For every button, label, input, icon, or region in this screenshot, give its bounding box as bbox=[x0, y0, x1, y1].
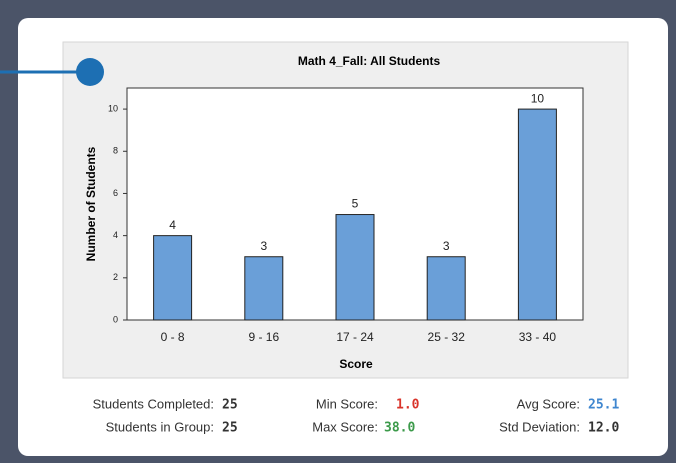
value-label: 3 bbox=[443, 239, 450, 253]
stat-value: 12.0 bbox=[588, 421, 619, 436]
stat-label: Students Completed: bbox=[93, 396, 214, 411]
bar bbox=[517, 108, 557, 321]
stat-label: Min Score: bbox=[316, 396, 378, 411]
bar bbox=[244, 256, 284, 321]
y-axis-label: Number of Students bbox=[84, 146, 98, 261]
y-tick-label: 4 bbox=[113, 230, 118, 240]
stat-value: 25 bbox=[222, 421, 238, 436]
callout-dot bbox=[76, 58, 104, 86]
stat-value: 25 bbox=[222, 398, 238, 413]
y-tick-label: 8 bbox=[113, 146, 118, 156]
value-label: 3 bbox=[260, 239, 267, 253]
x-tick-label: 25 - 32 bbox=[428, 330, 466, 344]
stat-value: 25.1 bbox=[588, 398, 619, 413]
y-tick-label: 0 bbox=[113, 314, 118, 324]
stat-label: Avg Score: bbox=[517, 396, 580, 411]
x-tick-label: 9 - 16 bbox=[248, 330, 279, 344]
stat-value: 38.0 bbox=[384, 421, 415, 436]
stat-label: Students in Group: bbox=[106, 419, 214, 434]
x-tick-label: 33 - 40 bbox=[519, 330, 557, 344]
stat-value: 1.0 bbox=[396, 398, 420, 413]
y-tick-label: 2 bbox=[113, 272, 118, 282]
y-tick-label: 10 bbox=[108, 103, 118, 113]
bar bbox=[335, 214, 375, 321]
value-label: 10 bbox=[531, 91, 545, 105]
y-tick-label: 6 bbox=[113, 188, 118, 198]
stat-label: Std Deviation: bbox=[499, 419, 580, 434]
x-axis-label: Score bbox=[339, 357, 373, 371]
x-tick-label: 17 - 24 bbox=[336, 330, 374, 344]
x-tick-label: 0 - 8 bbox=[161, 330, 185, 344]
value-label: 4 bbox=[169, 218, 176, 232]
chart-title: Math 4_Fall: All Students bbox=[298, 54, 441, 68]
stat-label: Max Score: bbox=[312, 419, 378, 434]
bar bbox=[426, 256, 466, 321]
bar bbox=[153, 235, 193, 321]
value-label: 5 bbox=[352, 197, 359, 211]
